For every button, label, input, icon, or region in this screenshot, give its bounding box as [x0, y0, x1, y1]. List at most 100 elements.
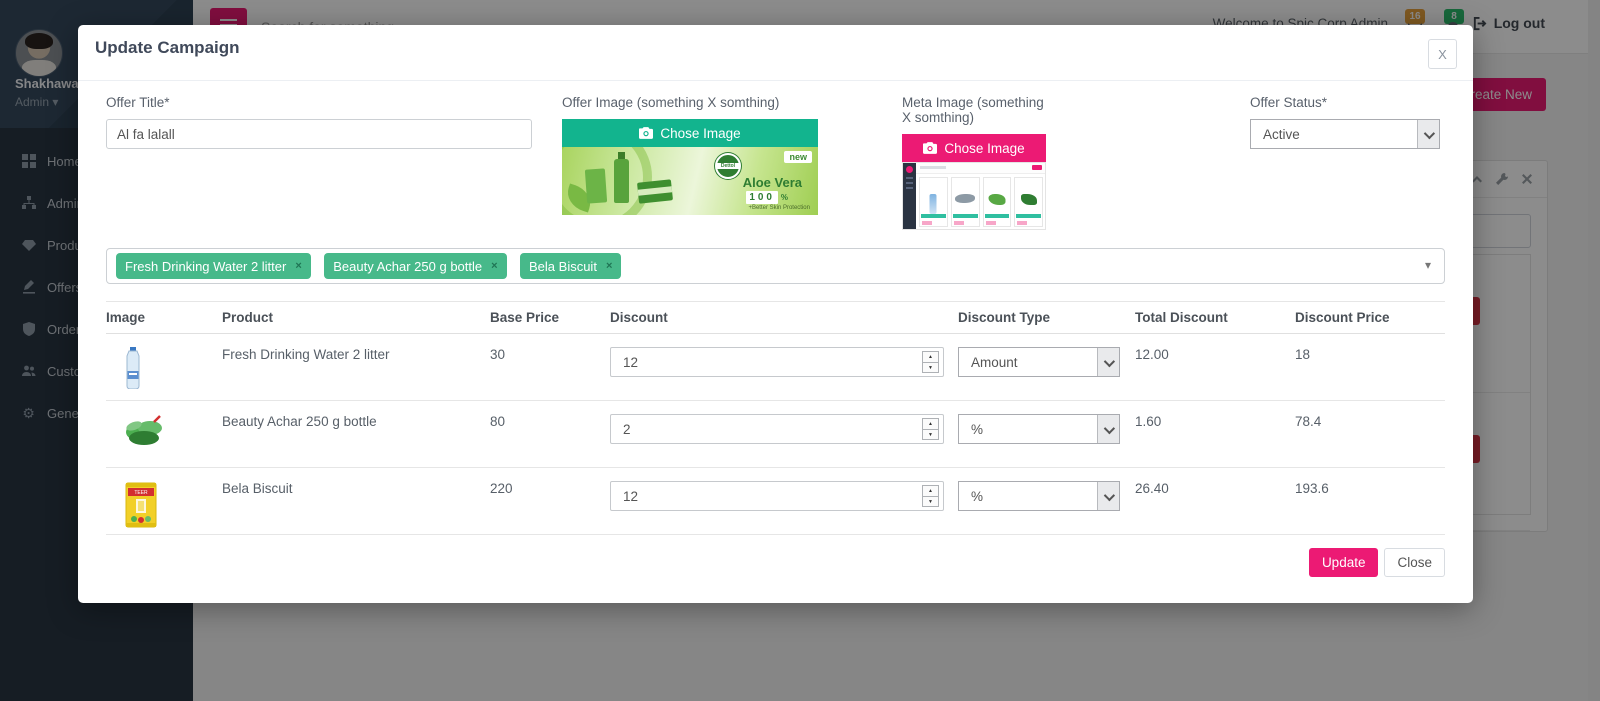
- product-name: Beauty Achar 250 g bottle: [222, 400, 490, 468]
- banner-tagline: +Better Skin Protection: [748, 205, 810, 211]
- col-discount-price: Discount Price: [1295, 301, 1445, 334]
- modal-footer: Update Close: [1308, 548, 1445, 577]
- sidebar-item-order[interactable]: Order: [0, 308, 193, 350]
- sidebar-item-home[interactable]: Home: [0, 140, 193, 182]
- remove-tag-icon[interactable]: ×: [605, 260, 613, 272]
- col-image: Image: [106, 301, 222, 334]
- chevron-down-icon: [1097, 482, 1119, 510]
- meta-image-group: Meta Image (something X somthing) Chose …: [902, 95, 1046, 230]
- chevron-down-icon: [1097, 348, 1119, 376]
- chevron-down-icon[interactable]: ▾: [1424, 258, 1431, 272]
- campaign-products-table: Image Product Base Price Discount Discou…: [106, 301, 1445, 535]
- table-row: TEER Bela Biscuit 220 ▲▼ % 26.40 193.6: [106, 467, 1445, 535]
- total-discount: 12.00: [1135, 333, 1295, 401]
- discount-input[interactable]: ▲▼: [610, 414, 944, 444]
- pen-icon: [21, 280, 36, 295]
- collapse-icon[interactable]: [1471, 173, 1483, 185]
- discount-value-field[interactable]: [610, 347, 944, 377]
- col-base-price: Base Price: [490, 301, 610, 334]
- tag-fresh-drinking-water: Fresh Drinking Water 2 litter ×: [116, 253, 311, 279]
- close-card-icon[interactable]: [1521, 173, 1533, 185]
- discount-price: 78.4: [1295, 400, 1445, 468]
- product-name: Bela Biscuit: [222, 467, 490, 535]
- offer-chose-image-button[interactable]: Chose Image: [562, 119, 818, 147]
- gear-icon: ⚙: [22, 405, 35, 421]
- remove-tag-icon[interactable]: ×: [491, 260, 498, 272]
- offer-title-input[interactable]: [106, 119, 532, 149]
- banner-headline: Aloe Vera: [742, 175, 802, 190]
- modal-title: Update Campaign: [95, 38, 240, 57]
- user-name: Shakhawat: [15, 76, 83, 91]
- shield-icon: [21, 322, 36, 337]
- chevron-down-icon: [1097, 415, 1119, 443]
- svg-text:TEER: TEER: [134, 490, 148, 496]
- base-price: 220: [490, 467, 610, 535]
- sidebar-item-offers[interactable]: Offers: [0, 266, 193, 308]
- wrench-icon[interactable]: [1496, 173, 1508, 185]
- logout-label: Log out: [1493, 15, 1545, 31]
- table-row: Fresh Drinking Water 2 litter 30 ▲▼ Amou…: [106, 333, 1445, 401]
- base-price: 30: [490, 333, 610, 401]
- col-product: Product: [222, 301, 490, 334]
- banner-digits: 100: [746, 191, 778, 204]
- discount-input[interactable]: ▲▼: [610, 347, 944, 377]
- brand-logo: Dettol: [715, 153, 741, 179]
- col-total-discount: Total Discount: [1135, 301, 1295, 334]
- offer-status-select[interactable]: Active: [1250, 119, 1440, 149]
- offer-status-label: Offer Status*: [1250, 95, 1328, 110]
- total-discount: 26.40: [1135, 467, 1295, 535]
- scrollbar-track[interactable]: [1588, 0, 1600, 701]
- logout-button[interactable]: Log out: [1472, 15, 1545, 31]
- discount-value-field[interactable]: [610, 414, 944, 444]
- discount-input[interactable]: ▲▼: [610, 481, 944, 511]
- offer-title-label: Offer Title*: [106, 95, 170, 110]
- modal-header: Update Campaign X: [78, 25, 1473, 81]
- table-header-row: Image Product Base Price Discount Discou…: [106, 301, 1445, 334]
- biscuit-pack-image: TEER: [125, 482, 157, 528]
- update-button[interactable]: Update: [1308, 548, 1379, 577]
- number-spinner[interactable]: ▲ ▼: [922, 351, 939, 373]
- offer-image-preview: new Dettol Aloe Vera 100 % +Better Skin …: [562, 147, 818, 215]
- camera-icon: [923, 142, 938, 154]
- offer-status-group: Offer Status* Active: [1250, 95, 1440, 149]
- meta-chose-image-button[interactable]: Chose Image: [902, 134, 1046, 162]
- discount-type-select[interactable]: %: [958, 414, 1120, 444]
- base-price: 80: [490, 400, 610, 468]
- meta-image-label: Meta Image (something X somthing): [902, 95, 1044, 125]
- user-role-dropdown[interactable]: Admin ▾: [15, 95, 59, 109]
- sidebar-item-label: Home: [47, 153, 82, 169]
- sidebar-item-label: Order: [47, 321, 81, 337]
- notification-count-badge: 16: [1405, 9, 1425, 24]
- banner-percent: %: [780, 193, 788, 202]
- sidebar-item-admin[interactable]: Admin: [0, 182, 193, 224]
- product-name: Fresh Drinking Water 2 litter: [222, 333, 490, 401]
- water-bottle-image: [126, 347, 140, 390]
- users-icon: [21, 364, 36, 379]
- tag-bela-biscuit: Bela Biscuit ×: [520, 253, 622, 279]
- gem-icon: [21, 238, 36, 253]
- discount-value-field[interactable]: [610, 481, 944, 511]
- sidebar-item-label: Admin: [47, 195, 84, 211]
- sitemap-icon: [21, 196, 36, 211]
- discount-type-select[interactable]: Amount: [958, 347, 1120, 377]
- offer-image-group: Offer Image (something X somthing) Chose…: [562, 95, 818, 215]
- close-button[interactable]: Close: [1384, 548, 1445, 577]
- col-discount: Discount: [610, 301, 958, 334]
- banner-new-badge: new: [784, 151, 812, 163]
- grid-icon: [21, 154, 36, 169]
- sidebar-item-label: Offers: [47, 279, 83, 295]
- discount-price: 18: [1295, 333, 1445, 401]
- remove-tag-icon[interactable]: ×: [295, 260, 302, 272]
- update-campaign-modal: Update Campaign X Offer Title* Offer Ima…: [78, 25, 1473, 603]
- number-spinner[interactable]: ▲ ▼: [922, 485, 939, 507]
- number-spinner[interactable]: ▲ ▼: [922, 418, 939, 440]
- meta-image-preview: [902, 162, 1046, 230]
- table-row: Beauty Achar 250 g bottle 80 ▲▼ % 1.60 7…: [106, 400, 1445, 468]
- chevron-down-icon: [1417, 120, 1439, 148]
- discount-type-select[interactable]: %: [958, 481, 1120, 511]
- modal-close-x-button[interactable]: X: [1428, 39, 1457, 69]
- avatar[interactable]: [15, 29, 63, 77]
- product-multiselect[interactable]: Fresh Drinking Water 2 litter × Beauty Ac…: [106, 248, 1445, 284]
- achar-greens-image: [126, 415, 162, 445]
- col-discount-type: Discount Type: [958, 301, 1135, 334]
